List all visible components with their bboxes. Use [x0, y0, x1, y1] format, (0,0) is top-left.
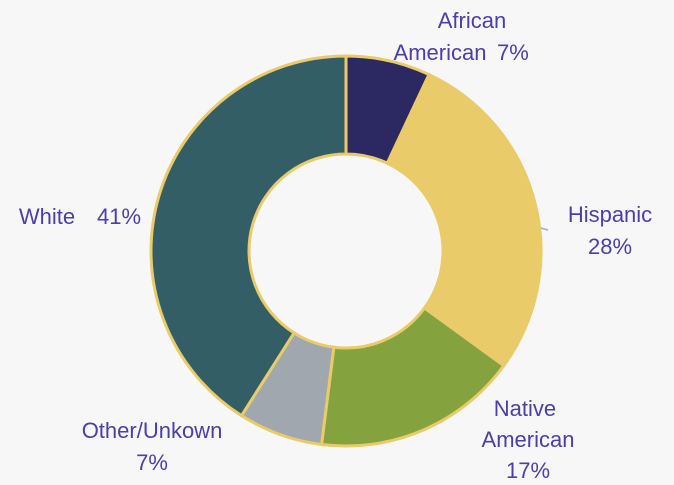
slice-label: African American [394, 8, 513, 65]
value-label: 17% [506, 458, 550, 483]
donut-slice [149, 54, 348, 418]
value-label: 28% [588, 234, 632, 259]
slice-label: White [19, 204, 75, 229]
donut-slice [319, 305, 506, 448]
value-label: 7% [136, 450, 168, 475]
slice-label: Hispanic [568, 202, 652, 227]
value-label: 7% [497, 40, 529, 65]
value-label: 41% [97, 204, 141, 229]
slice-label: Other/Unkown [82, 418, 223, 443]
donut-slice [385, 72, 543, 368]
slice-label: Native American [482, 396, 575, 452]
